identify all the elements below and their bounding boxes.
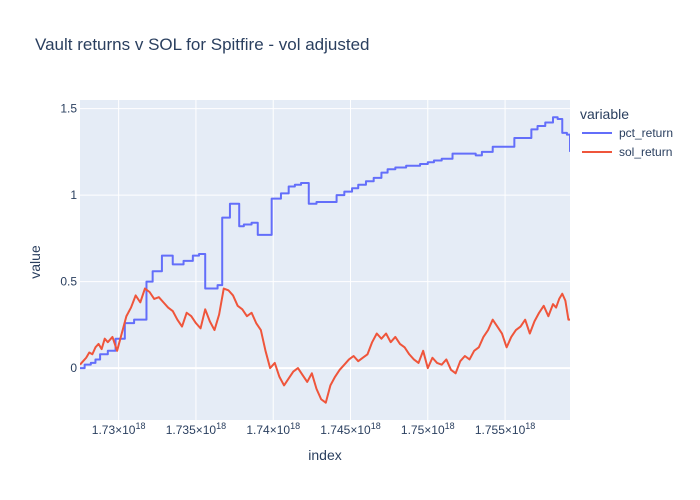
series-line-pct-return — [80, 116, 570, 370]
x-tick-label: 1.735×1018 — [166, 421, 226, 437]
y-tick-label: 0 — [70, 361, 77, 375]
y-tick-label: 1 — [70, 188, 77, 202]
grid-layer — [80, 100, 570, 420]
x-tick-label: 1.755×1018 — [475, 421, 535, 437]
x-tick-label: 1.74×1018 — [246, 421, 300, 437]
x-tick-label: 1.745×1018 — [320, 421, 380, 437]
x-tick-label: 1.73×1018 — [92, 421, 146, 437]
x-tick-label: 1.75×1018 — [401, 421, 455, 437]
x-tick-labels: 1.73×1018 1.735×1018 1.74×1018 1.745×1018 1.… — [92, 421, 536, 437]
x-axis-title: index — [308, 447, 341, 463]
y-tick-label: 0.5 — [60, 275, 77, 289]
legend-item-pct-return[interactable]: pct_return — [582, 126, 673, 140]
legend-label-sol-return: sol_return — [619, 145, 672, 159]
y-axis-title: value — [27, 245, 43, 279]
legend-item-sol-return[interactable]: sol_return — [582, 145, 672, 159]
legend: variable pct_return sol_return — [580, 106, 673, 159]
y-tick-label: 1.5 — [60, 102, 77, 116]
y-tick-labels: 0 0.5 1 1.5 — [60, 102, 77, 375]
chart-title: Vault returns v SOL for Spitfire - vol a… — [35, 35, 369, 54]
plot-area — [80, 100, 570, 420]
series-line-sol-return — [80, 287, 570, 404]
series-layer — [80, 116, 570, 404]
legend-label-pct-return: pct_return — [619, 126, 673, 140]
legend-title: variable — [580, 106, 629, 122]
